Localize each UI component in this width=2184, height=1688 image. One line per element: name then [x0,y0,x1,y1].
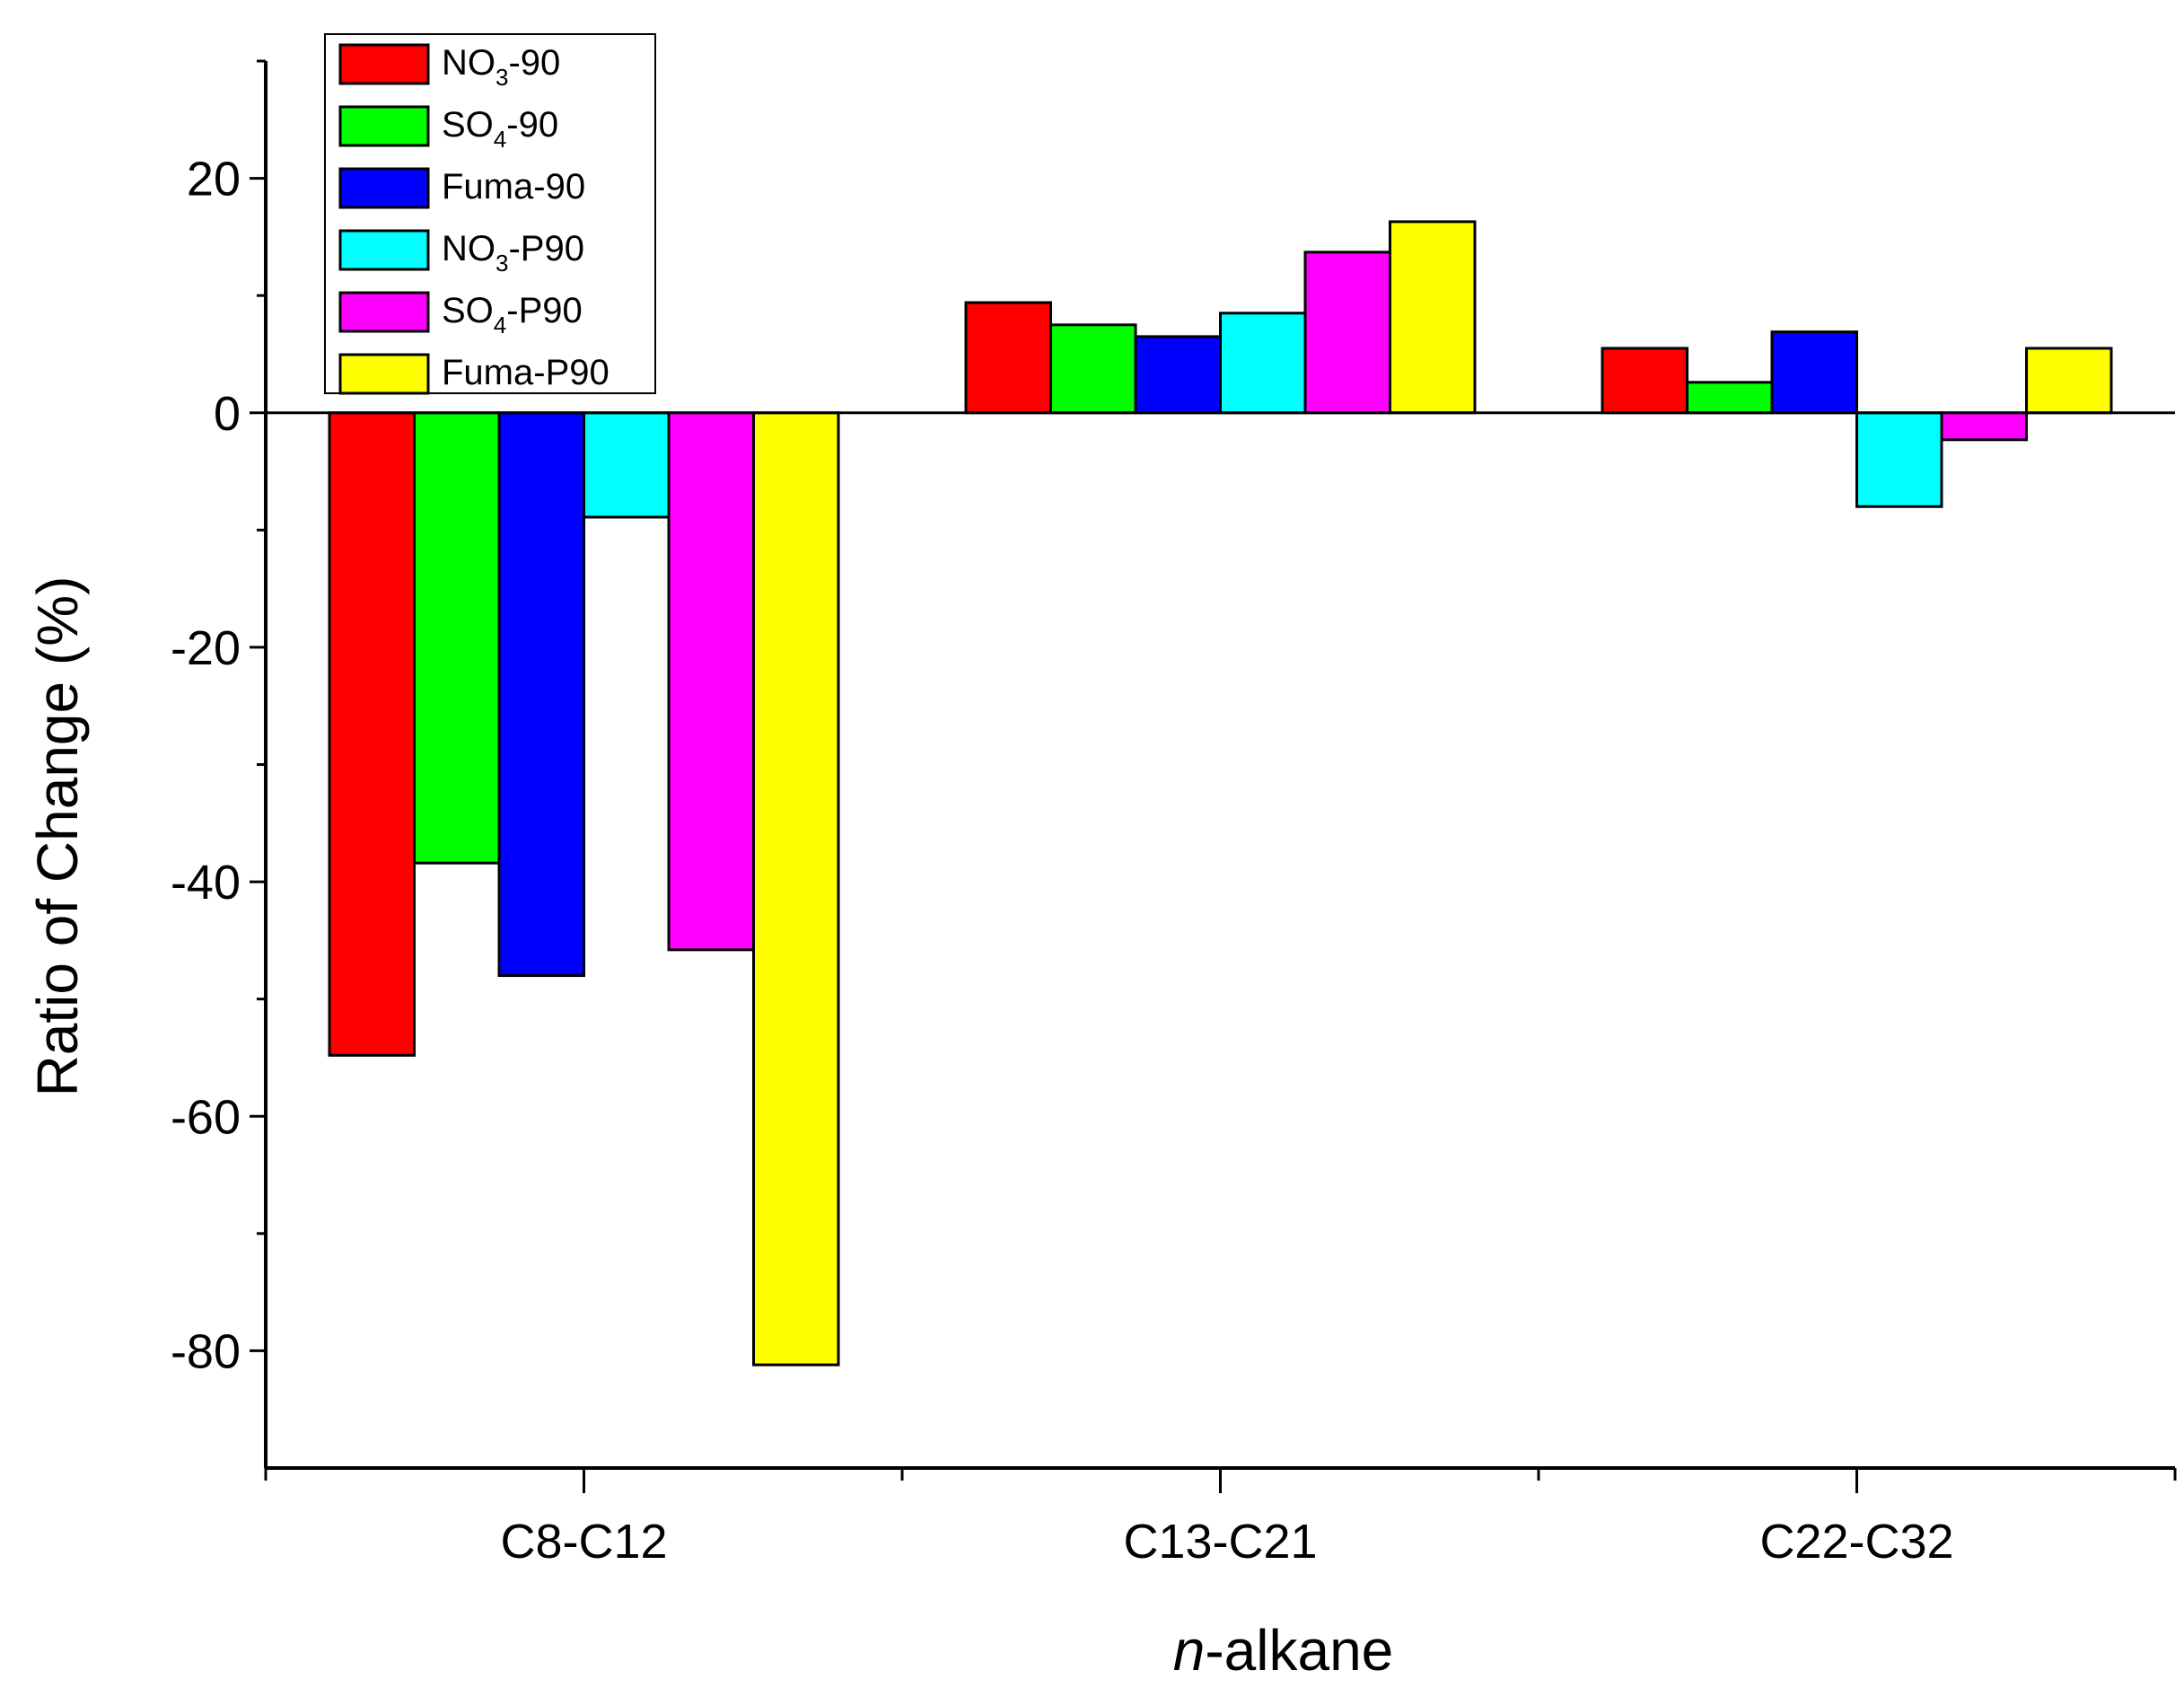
legend-label: NO3-P90 [442,229,584,277]
bar [583,411,671,519]
y-tick-label: 0 [214,387,241,441]
x-tick-label: C22-C32 [1759,1515,1953,1569]
x-ticks-group: C8-C12 C13-C21 C22-C32 [264,1468,2177,1569]
y-axis-title: Ratio of Change (%) [25,576,90,1097]
bar [413,411,501,865]
bar [1303,251,1391,415]
x-axis-title: n-alkane [1173,1618,1394,1683]
x-tick-label: C8-C12 [500,1515,667,1569]
x-axis-title-italic: n [1173,1618,1206,1683]
y-tick-label: -40 [171,856,241,910]
bar [1770,330,1858,415]
legend-swatch [338,229,430,271]
bar [1855,411,1943,508]
legend-box [324,33,656,394]
bar [1219,312,1307,415]
bar [1134,335,1222,415]
bars-group [328,220,2113,1367]
legend-label: SO4-P90 [442,291,583,338]
bar [1049,323,1137,415]
legend-swatch [338,291,430,333]
bar [1686,381,1774,415]
y-tick-label: -80 [171,1324,241,1378]
legend-swatch [338,43,430,85]
bar [2025,347,2113,415]
y-tick-label: 20 [187,153,241,207]
bar [667,411,755,952]
bar [497,411,585,978]
y-tick-label: -60 [171,1090,241,1144]
legend-swatch [338,167,430,209]
legend: NO3-90 SO4-90 Fuma-90 NO3-P90 SO4-P90 Fuma-P9… [324,33,656,395]
bar [752,411,840,1367]
bar [1601,347,1688,415]
legend-label: Fuma-90 [442,167,585,207]
bar [964,301,1052,415]
y-ticks-group: -80 -60 -40 -20 0 20 [171,59,266,1378]
legend-label: SO4-90 [442,105,558,153]
y-tick-label: -20 [171,621,241,675]
legend-swatch [338,105,430,147]
legend-swatch [338,353,430,395]
bar [1940,411,2028,442]
bar [1389,220,1477,415]
x-tick-label: C13-C21 [1123,1515,1317,1569]
bar [328,411,416,1057]
legend-label: NO3-90 [442,43,560,91]
legend-label: Fuma-P90 [442,353,610,392]
x-axis-title-rest: -alkane [1205,1618,1393,1683]
